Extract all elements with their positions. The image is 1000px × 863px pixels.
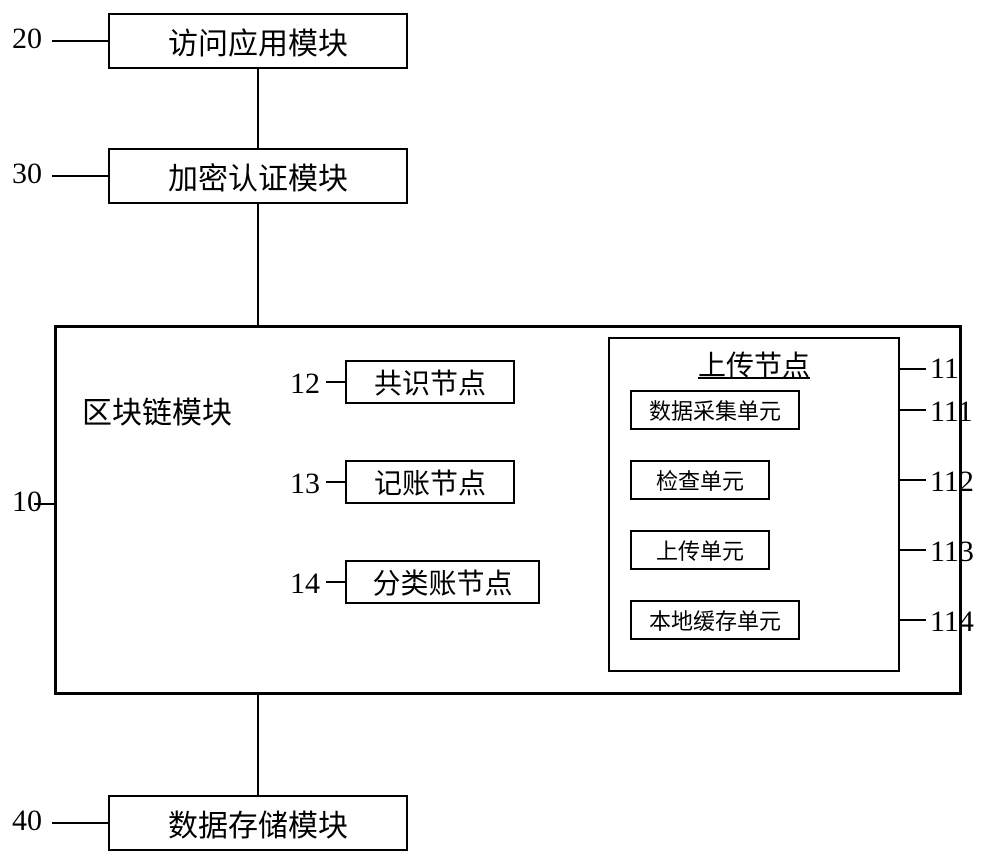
- consensus-node-box: 共识节点: [345, 360, 515, 404]
- ref-label-112: 112: [930, 465, 974, 499]
- ledger-node-box: 分类账节点: [345, 560, 540, 604]
- leader-14: [326, 581, 345, 583]
- leader-11: [900, 368, 926, 370]
- ref-label-13: 13: [290, 467, 320, 501]
- connector-10-40: [257, 695, 259, 795]
- accounting-node-box: 记账节点: [345, 460, 515, 504]
- accounting-node-label: 记账节点: [374, 462, 486, 502]
- leader-111: [900, 409, 926, 411]
- leader-113: [900, 549, 926, 551]
- leader-40: [52, 822, 108, 824]
- data-collect-unit-box: 数据采集单元: [630, 390, 800, 430]
- leader-13: [326, 481, 345, 483]
- ref-label-14: 14: [290, 567, 320, 601]
- ref-label-113: 113: [930, 535, 974, 569]
- data-collect-unit-label: 数据采集单元: [649, 394, 781, 426]
- check-unit-box: 检查单元: [630, 460, 770, 500]
- upload-unit-label: 上传单元: [656, 534, 744, 566]
- encrypt-auth-module-box: 加密认证模块: [108, 148, 408, 204]
- consensus-node-label: 共识节点: [374, 362, 486, 402]
- leader-10: [34, 503, 54, 505]
- upload-unit-box: 上传单元: [630, 530, 770, 570]
- leader-114: [900, 619, 926, 621]
- data-storage-module-label: 数据存储模块: [168, 801, 348, 845]
- diagram-canvas: 访问应用模块 20 加密认证模块 30 区块链模块 10 共识节点 12 记账节…: [0, 0, 1000, 863]
- leader-12: [326, 381, 345, 383]
- ref-label-111: 111: [930, 395, 973, 429]
- ref-label-40: 40: [12, 804, 42, 838]
- local-cache-unit-label: 本地缓存单元: [649, 604, 781, 636]
- connector-30-10: [257, 204, 259, 325]
- data-storage-module-box: 数据存储模块: [108, 795, 408, 851]
- leader-30: [52, 175, 108, 177]
- ref-label-10: 10: [12, 485, 42, 519]
- check-unit-label: 检查单元: [656, 464, 744, 496]
- upload-node-title: 上传节点: [698, 344, 810, 384]
- ref-label-114: 114: [930, 605, 974, 639]
- access-app-module-box: 访问应用模块: [108, 13, 408, 69]
- connector-20-30: [257, 69, 259, 148]
- blockchain-module-label: 区块链模块: [82, 388, 232, 432]
- leader-20: [52, 40, 108, 42]
- encrypt-auth-module-label: 加密认证模块: [168, 154, 348, 198]
- ledger-node-label: 分类账节点: [372, 562, 512, 602]
- ref-label-12: 12: [290, 367, 320, 401]
- access-app-module-label: 访问应用模块: [168, 19, 348, 63]
- leader-112: [900, 479, 926, 481]
- local-cache-unit-box: 本地缓存单元: [630, 600, 800, 640]
- ref-label-20: 20: [12, 22, 42, 56]
- ref-label-11: 11: [930, 352, 959, 386]
- ref-label-30: 30: [12, 157, 42, 191]
